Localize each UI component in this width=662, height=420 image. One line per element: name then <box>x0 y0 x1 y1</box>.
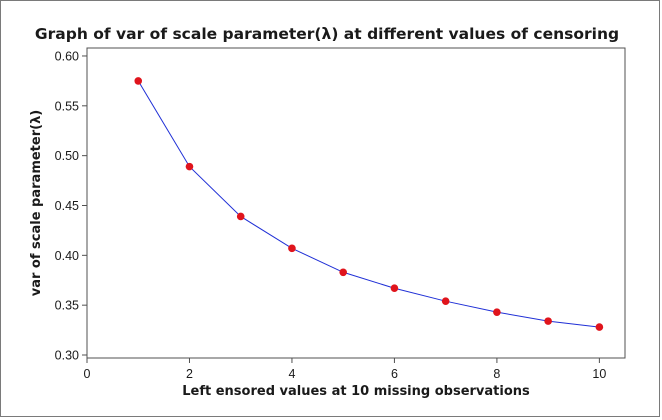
y-axis: 0.30 0.35 0.40 0.45 0.50 0.55 0.60 <box>55 49 87 363</box>
x-tick-label: 0 <box>84 367 91 381</box>
data-point <box>390 284 399 293</box>
y-tick-label: 0.45 <box>55 199 79 213</box>
x-tick-label: 2 <box>186 367 193 381</box>
chart-title: Graph of var of scale parameter(λ) at di… <box>35 25 619 43</box>
data-point <box>288 244 296 253</box>
data-point <box>185 162 194 171</box>
data-point <box>544 317 552 325</box>
y-tick-label: 0.40 <box>55 249 79 263</box>
y-tick-label: 0.60 <box>55 49 79 63</box>
x-tick-label: 6 <box>391 367 398 381</box>
data-point <box>441 297 450 305</box>
series-group <box>134 77 604 331</box>
x-tick-label: 10 <box>592 367 606 381</box>
y-tick-label: 0.30 <box>55 349 79 363</box>
x-tick-label: 4 <box>288 367 295 381</box>
data-point <box>134 77 143 85</box>
y-tick-label: 0.55 <box>55 99 79 113</box>
y-tick-label: 0.50 <box>55 149 79 163</box>
x-axis-title: Left ensored values at 10 missing observ… <box>182 384 530 399</box>
data-point <box>339 268 347 277</box>
y-axis-title: var of scale parameter(λ) <box>29 110 44 297</box>
series-line <box>137 80 600 328</box>
y-tick-label: 0.35 <box>55 299 79 313</box>
plot-area <box>86 47 626 359</box>
x-axis: 0 2 4 6 8 10 <box>84 358 606 381</box>
data-point <box>236 212 245 221</box>
x-tick-label: 8 <box>493 367 500 381</box>
data-point <box>595 323 604 331</box>
data-point <box>493 308 501 316</box>
